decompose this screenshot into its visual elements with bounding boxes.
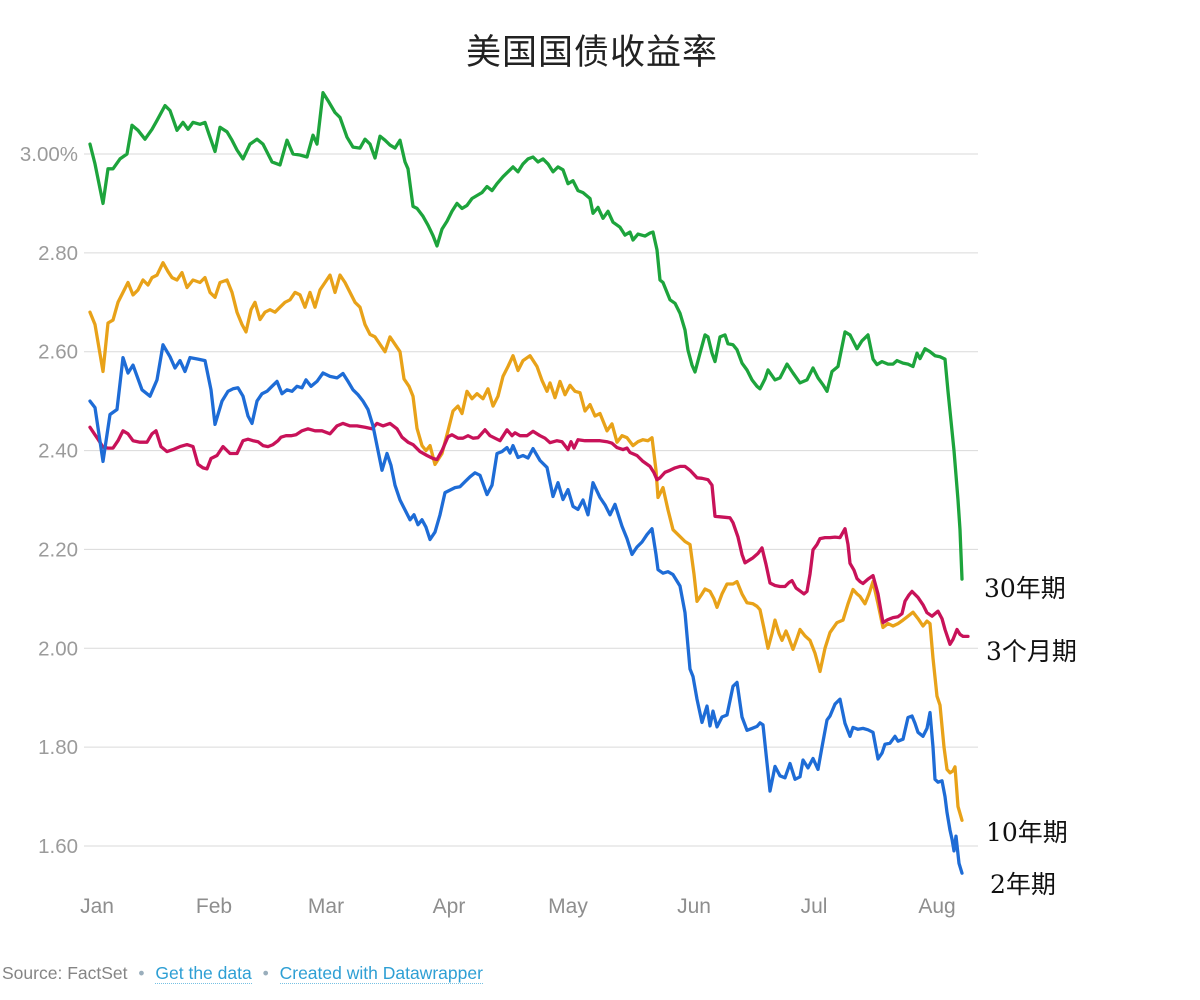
x-axis-tick-label: Jan <box>80 895 114 918</box>
footer-separator: • <box>262 963 269 983</box>
x-axis-tick-label: Mar <box>308 895 344 918</box>
x-axis-tick-label: May <box>548 895 588 918</box>
series-label-2y: 2年期 <box>990 870 1056 899</box>
y-axis-tick-label: 2.40 <box>38 440 78 463</box>
series-label-3m: 3个月期 <box>986 637 1077 666</box>
y-axis-tick-label: 2.80 <box>38 242 78 265</box>
get-the-data-link[interactable]: Get the data <box>155 963 252 984</box>
source-name: FactSet <box>67 963 128 983</box>
x-axis-tick-label: Apr <box>433 895 466 918</box>
y-axis-tick-label: 2.00 <box>38 637 78 660</box>
series-label-30y: 30年期 <box>984 574 1066 603</box>
chart-title: 美国国债收益率 <box>465 33 718 72</box>
series-line-2y[interactable] <box>88 343 964 875</box>
series-label-10y: 10年期 <box>986 818 1068 847</box>
series-line-3m[interactable] <box>88 421 970 646</box>
source-label: Source: <box>2 963 63 983</box>
y-axis-tick-label: 2.60 <box>38 341 78 364</box>
series-line-10y[interactable] <box>88 261 964 822</box>
datawrapper-credit-link[interactable]: Created with Datawrapper <box>279 963 483 984</box>
footer-attribution: Source: FactSet • Get the data • Created… <box>2 963 483 984</box>
y-axis-tick-label: 1.80 <box>38 736 78 759</box>
series-line-30y[interactable] <box>88 91 964 581</box>
x-axis-tick-label: Jun <box>677 895 711 918</box>
y-axis-tick-label: 3.00% <box>20 143 78 166</box>
footer-separator: • <box>138 963 145 983</box>
x-axis-tick-label: Aug <box>918 895 955 918</box>
y-axis-tick-label: 1.60 <box>38 835 78 858</box>
x-axis-tick-label: Feb <box>196 895 232 918</box>
x-axis-tick-label: Jul <box>801 895 828 918</box>
y-axis-tick-label: 2.20 <box>38 538 78 561</box>
